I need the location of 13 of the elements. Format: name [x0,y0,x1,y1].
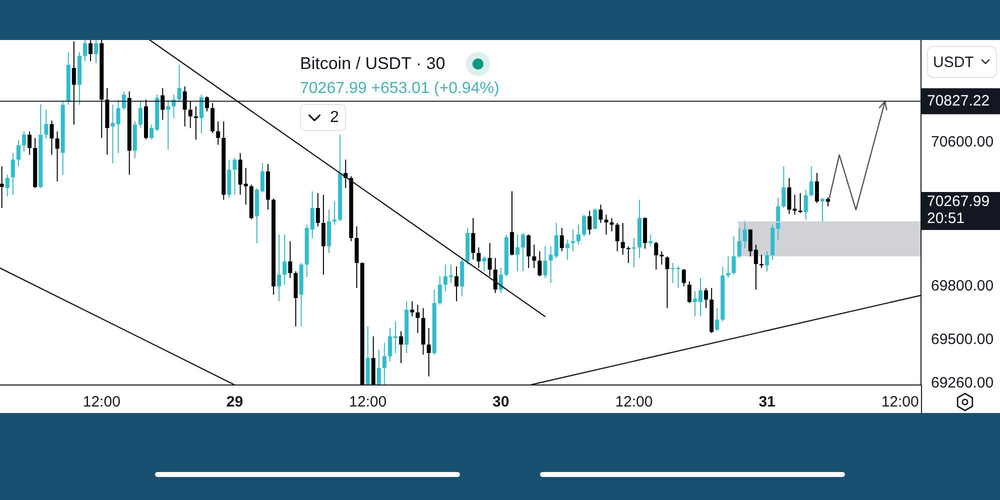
candlestick [88,40,93,62]
candlestick [50,120,54,156]
candlestick [16,139,20,167]
candlestick [72,40,76,126]
candlestick [83,40,88,62]
candlestick [55,130,60,182]
candlestick [0,166,4,209]
candlestick [22,130,26,152]
candlestick [28,130,32,156]
candlestick [5,174,10,197]
candlestick [10,152,15,196]
candlestick [44,109,48,139]
candlestick [94,40,98,64]
